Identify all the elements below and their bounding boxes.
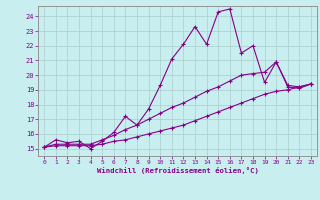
X-axis label: Windchill (Refroidissement éolien,°C): Windchill (Refroidissement éolien,°C): [97, 167, 259, 174]
